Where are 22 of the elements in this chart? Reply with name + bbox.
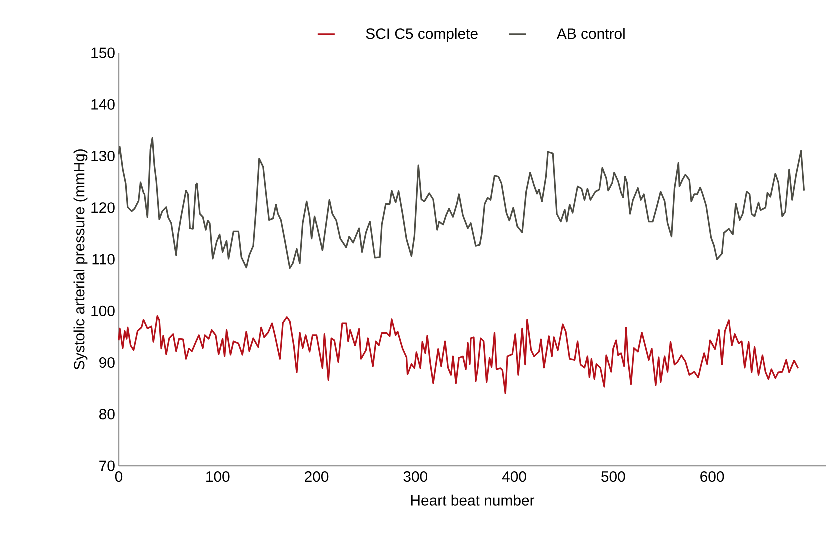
legend-label: SCI C5 complete [366, 28, 478, 42]
line-series [118, 137, 806, 270]
y-axis-title: Systolic arterial pressure (mmHg) [74, 150, 88, 370]
y-tick-label: 110 [92, 254, 115, 265]
line-series [118, 315, 800, 395]
y-tick-label: 70 [100, 460, 115, 472]
x-tick-label: 400 [502, 472, 526, 482]
y-tick-label: 90 [100, 357, 115, 368]
y-tick-label: 130 [92, 150, 115, 162]
x-tick-label: 500 [602, 472, 626, 482]
x-tick-label: 0 [115, 472, 123, 482]
y-tick-label: 150 [92, 48, 115, 58]
y-tick-label: 140 [92, 99, 115, 110]
x-tick-label: 200 [305, 472, 329, 482]
y-tick-label: 100 [92, 306, 115, 316]
x-tick-label: 100 [206, 472, 230, 482]
y-tick-label: 120 [92, 202, 115, 214]
x-tick-label: 600 [700, 472, 724, 482]
x-tick-label: 300 [404, 472, 428, 482]
y-tick-label: 80 [100, 409, 115, 420]
x-axis-title: Heart beat number [411, 494, 535, 506]
legend-label: AB control [556, 28, 625, 40]
